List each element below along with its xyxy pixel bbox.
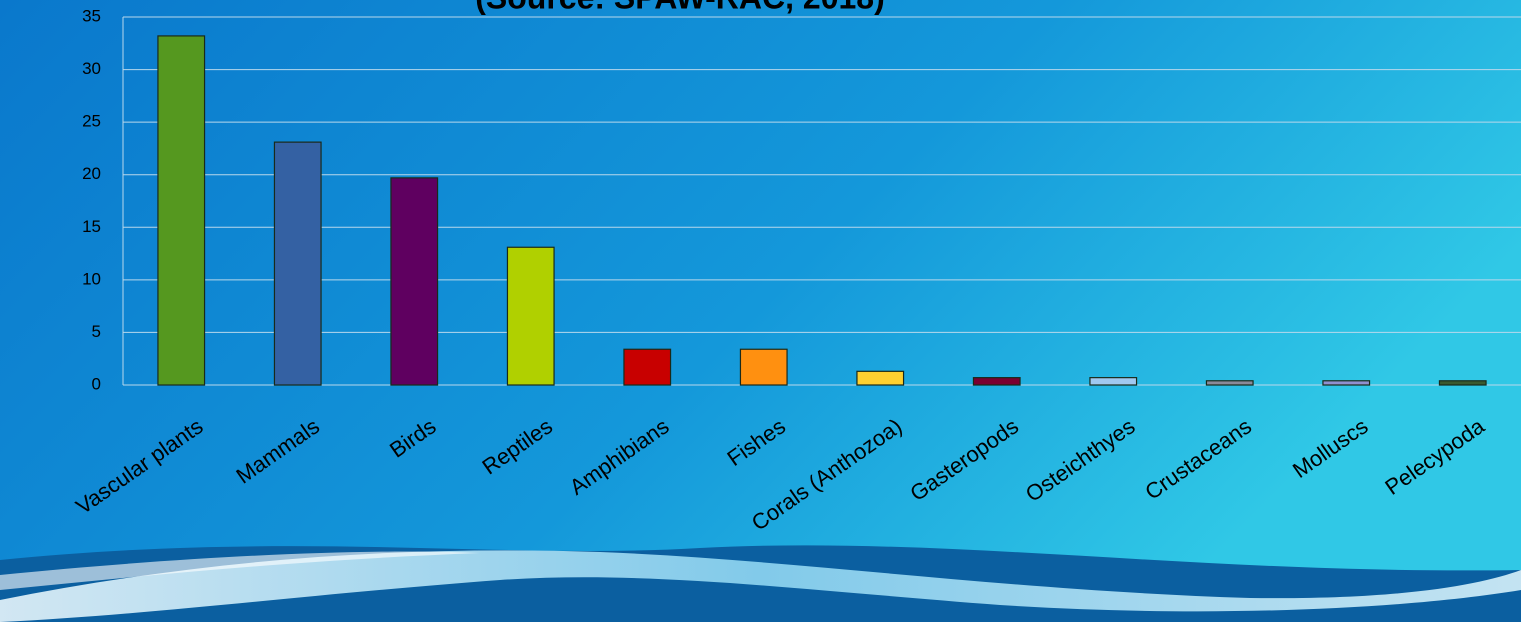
y-tick-label: 25: [82, 112, 101, 131]
wave-light: [0, 550, 1521, 622]
y-tick-label: 0: [92, 374, 101, 393]
bar: [1205, 380, 1254, 386]
bar: [1089, 377, 1138, 386]
bar: [273, 141, 322, 386]
bar: [1438, 380, 1487, 386]
chart-title: (Source: SPAW-RAC, 2018): [475, 0, 885, 15]
wave-highlight: [0, 551, 480, 590]
y-tick-label: 35: [82, 6, 101, 25]
bar: [856, 370, 905, 386]
bar: [623, 348, 672, 386]
y-tick-label: 20: [82, 164, 101, 183]
bar: [157, 35, 206, 386]
y-tick-label: 30: [82, 59, 101, 78]
bar: [739, 348, 788, 386]
bar: [390, 177, 439, 386]
y-tick-label: 10: [82, 269, 101, 288]
y-tick-label: 5: [92, 322, 101, 341]
y-tick-label: 15: [82, 217, 101, 236]
bar: [972, 377, 1021, 386]
bar: [506, 246, 555, 386]
bar: [1322, 380, 1371, 386]
